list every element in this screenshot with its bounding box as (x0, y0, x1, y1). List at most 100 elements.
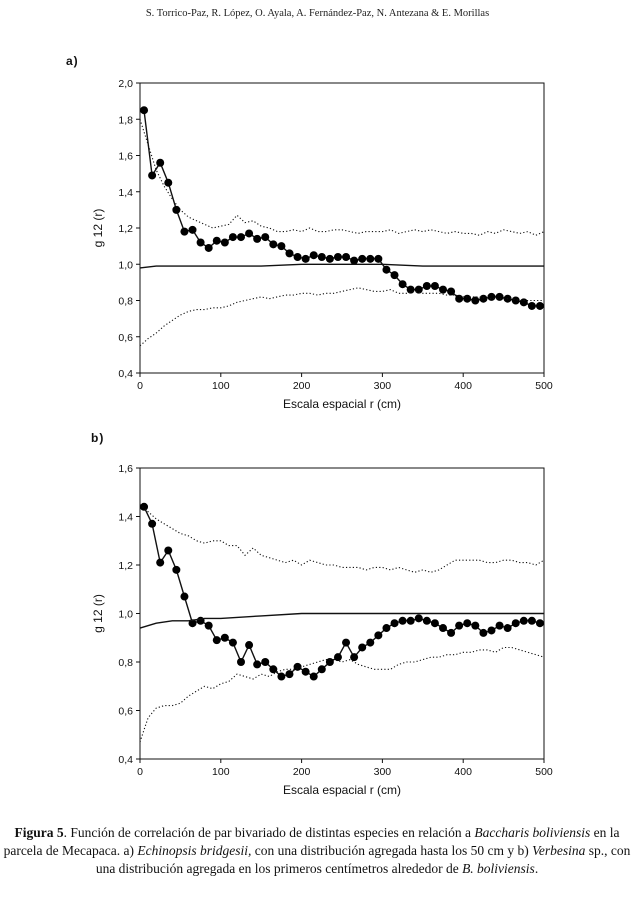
data-point (439, 285, 447, 294)
data-point (398, 280, 407, 289)
data-point (220, 238, 229, 247)
data-point (212, 636, 221, 645)
panel-label-b: b) (91, 431, 105, 445)
data-point (430, 619, 439, 628)
x-tick-label: 0 (137, 380, 143, 392)
x-tick-label: 200 (293, 766, 311, 778)
data-point (196, 238, 205, 247)
y-tick-label: 1,8 (118, 114, 133, 126)
data-point (301, 667, 310, 676)
data-point (293, 662, 302, 671)
envelope-line (139, 503, 545, 573)
envelope-line (139, 646, 545, 743)
data-point (382, 624, 391, 633)
data-point (358, 643, 367, 652)
y-tick-label: 1,6 (118, 463, 133, 475)
data-point (374, 631, 383, 640)
data-point (406, 616, 415, 625)
x-tick-label: 500 (535, 766, 553, 778)
data-point (455, 621, 464, 630)
data-point (285, 670, 294, 679)
panel-label-a: a) (66, 54, 79, 68)
data-point (366, 254, 375, 263)
caption-species-2: Echinopsis bridgesii, (137, 843, 252, 858)
data-point (156, 158, 165, 167)
y-tick-label: 1,4 (118, 187, 133, 199)
chart-b: 0 100 200 300 400 500 0,4 0,6 0,8 1,0 1,2 1,4 1,6 Esc… (91, 463, 553, 797)
expected-line (139, 263, 544, 269)
data-point (148, 171, 157, 180)
expected-line (139, 612, 544, 629)
y-tick-label: 0,8 (118, 657, 133, 669)
data-point (342, 253, 351, 261)
data-point (519, 616, 528, 625)
y-axis-title: g 12 (r) (91, 594, 105, 633)
data-point (358, 254, 367, 263)
caption-text-1: . Función de correlación de par bivariad… (63, 825, 475, 840)
x-tick-label: 400 (454, 380, 472, 392)
x-tick-label: 500 (535, 380, 553, 392)
data-point (519, 298, 528, 307)
data-point (390, 619, 399, 628)
x-tick-label: 100 (212, 766, 230, 778)
data-point (180, 227, 189, 236)
y-tick-label: 1,6 (118, 151, 133, 163)
data-point (479, 628, 488, 637)
caption-text-4: sp., con una distribución agregada en lo… (95, 843, 631, 876)
x-tick-label: 300 (374, 380, 392, 392)
data-point (422, 616, 431, 625)
data-point (527, 301, 536, 310)
data-point (487, 626, 496, 635)
data-point (204, 621, 213, 630)
data-point (317, 665, 326, 674)
data-point (172, 565, 181, 574)
data-point (430, 282, 439, 290)
data-point (261, 658, 270, 666)
data-point (285, 249, 294, 258)
data-point (374, 254, 383, 263)
data-point (277, 242, 286, 251)
data-point (535, 301, 544, 310)
data-point (414, 614, 423, 623)
data-point (511, 619, 520, 628)
data-point (325, 658, 334, 666)
data-point (342, 638, 351, 647)
caption-species-4: B. boliviensis (462, 861, 535, 876)
y-tick-label: 1,0 (118, 609, 133, 621)
data-point (156, 558, 165, 567)
data-point (366, 638, 375, 647)
data-point (277, 672, 286, 681)
data-point (253, 660, 262, 669)
x-tick-label: 200 (293, 380, 311, 392)
data-point (471, 296, 480, 305)
x-tick-label: 0 (137, 766, 143, 778)
data-point (422, 282, 431, 290)
data-point (463, 294, 472, 303)
x-tick-label: 400 (454, 766, 472, 778)
x-tick-label: 100 (212, 380, 230, 392)
running-header: S. Torrico-Paz, R. López, O. Ayala, A. F… (145, 8, 490, 19)
data-point (269, 665, 278, 674)
data-point (228, 233, 237, 242)
data-point (325, 254, 334, 263)
caption-species-3: Verbesina (532, 843, 586, 858)
figure-caption: Figura 5. Función de correlación de par … (2, 824, 632, 878)
data-point (148, 519, 157, 528)
y-tick-label: 1,0 (118, 259, 133, 271)
data-point (237, 658, 245, 666)
data-point (333, 253, 342, 261)
data-point (188, 225, 197, 234)
data-point (309, 672, 318, 681)
data-point (479, 294, 488, 303)
caption-species-1: Baccharis boliviensis (474, 825, 591, 840)
data-point (463, 619, 472, 628)
caption-text-5: . (534, 861, 539, 876)
y-tick-label: 0,4 (118, 368, 133, 380)
data-point (140, 502, 149, 511)
caption-text-2: en la parcela de Mecapaca. a) (3, 825, 620, 858)
data-point (293, 253, 302, 261)
data-point (212, 236, 221, 245)
envelope-line (139, 119, 545, 236)
envelope-line (139, 287, 544, 347)
data-point (333, 653, 342, 662)
